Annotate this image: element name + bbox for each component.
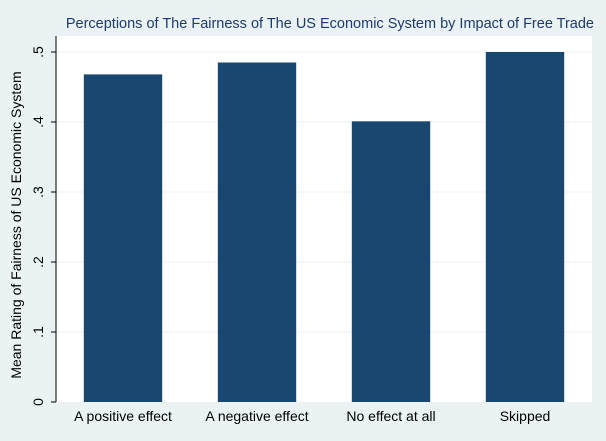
x-tick-label: A negative effect [205,408,308,424]
y-tick-label: .1 [30,326,46,338]
bars [83,52,565,403]
x-ticks: A positive effect A negative effect No eff… [74,408,550,424]
bar [217,62,297,402]
y-tick-label: 0 [30,398,46,406]
chart-title: Perceptions of The Fairness of The US Ec… [65,16,594,32]
bar [351,121,431,403]
y-ticks: 0 .1 .2 .3 .4 .5 [30,46,56,406]
x-tick-label: No effect at all [346,408,435,424]
bar [83,74,163,403]
x-tick-label: Skipped [500,408,551,424]
x-tick-label: A positive effect [74,408,172,424]
bar [485,52,565,402]
y-tick-label: .3 [30,186,46,198]
y-axis-label: Mean Rating of Fairness of US Economic S… [8,71,24,378]
y-tick-label: .4 [30,116,46,128]
y-tick-label: .5 [30,46,46,58]
y-tick-label: .2 [30,256,46,268]
